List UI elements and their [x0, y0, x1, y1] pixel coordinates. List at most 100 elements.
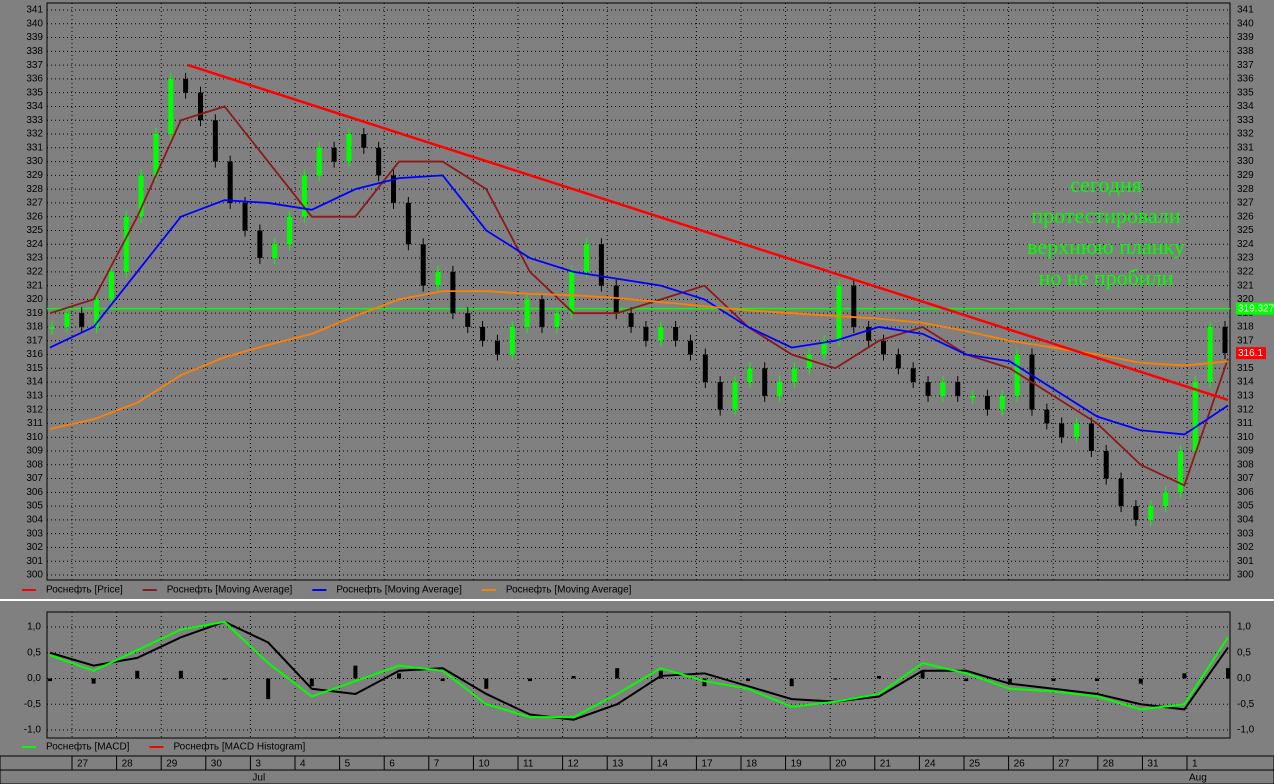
y-tick-label-right: 300 — [1237, 570, 1254, 581]
candle — [242, 202, 248, 231]
candle — [168, 78, 174, 135]
macd-histogram-bar — [309, 678, 314, 687]
legend-label: Роснефть [Moving Average] — [506, 584, 632, 596]
candle — [524, 299, 530, 327]
annotation: верхнюю планку — [1027, 234, 1185, 259]
candle — [64, 313, 70, 327]
month-label: Jul — [252, 773, 265, 784]
annotation: но не пробили — [1039, 265, 1174, 290]
y-tick-label: 301 — [26, 556, 43, 567]
trendline — [187, 63, 1229, 402]
candle — [494, 340, 500, 355]
candle — [450, 271, 456, 314]
y-tick-label: 306 — [26, 487, 43, 498]
candle — [806, 354, 812, 369]
macd-histogram-bar — [746, 678, 751, 682]
y-tick-label: 304 — [26, 515, 43, 526]
candle — [1207, 326, 1213, 383]
candle — [717, 382, 723, 410]
date-label: 27 — [1058, 759, 1070, 770]
y-tick-label: 323 — [26, 253, 43, 264]
candle — [391, 175, 397, 203]
moving-average — [49, 105, 1229, 487]
y-tick-label: 322 — [26, 266, 43, 277]
moving-average — [49, 174, 1229, 436]
y-tick-label-right: 328 — [1237, 184, 1254, 195]
y-tick-label: 314 — [26, 377, 43, 388]
candle — [1118, 478, 1124, 507]
macd-histogram-bar — [222, 678, 227, 680]
y-tick-label-right: 324 — [1237, 239, 1254, 250]
macd-tick-label: -0,5 — [24, 699, 42, 710]
date-label: 29 — [166, 759, 178, 770]
legend-label: Роснефть [Price] — [46, 584, 123, 596]
legend-label: Роснефть [Moving Average] — [167, 584, 293, 596]
candle — [227, 161, 233, 203]
y-tick-label: 320 — [26, 294, 43, 305]
y-tick-label: 328 — [26, 184, 43, 195]
candle — [762, 368, 768, 396]
date-label: 31 — [1147, 759, 1159, 770]
y-tick-label-right: 327 — [1237, 198, 1254, 209]
date-label: 21 — [880, 759, 892, 770]
macd-histogram-bar — [920, 670, 925, 679]
candle — [123, 216, 129, 272]
date-label: 26 — [1014, 759, 1026, 770]
candle — [910, 368, 916, 383]
candle — [584, 244, 590, 272]
candle — [153, 134, 159, 176]
candle — [643, 326, 649, 341]
date-label: 13 — [612, 759, 624, 770]
candle — [1059, 423, 1065, 438]
y-tick-label-right: 317 — [1237, 335, 1254, 346]
macd-line — [49, 620, 1229, 719]
macd-histogram-bar — [1051, 678, 1056, 682]
macd-tick-label: 1,0 — [27, 622, 41, 633]
candle — [183, 78, 189, 93]
macd-histogram-bar — [833, 678, 838, 680]
date-label: 28 — [122, 759, 134, 770]
y-tick-label-right: 336 — [1237, 74, 1254, 85]
y-tick-label-right: 318 — [1237, 322, 1254, 333]
date-label: 1 — [1192, 759, 1198, 770]
macd-histogram-bar — [615, 668, 620, 679]
candle — [272, 244, 278, 259]
candle — [895, 354, 901, 369]
macd-tick-label-right: 0,0 — [1237, 673, 1251, 684]
y-tick-label: 300 — [26, 570, 43, 581]
candle — [1177, 450, 1183, 493]
y-tick-label: 319 — [26, 308, 43, 319]
month-label: Aug — [1189, 773, 1207, 784]
candle — [732, 382, 738, 410]
macd-histogram-bar — [702, 678, 707, 687]
date-label: 4 — [300, 759, 306, 770]
candle — [405, 202, 411, 245]
candle — [1044, 409, 1050, 424]
date-label: 20 — [835, 759, 847, 770]
macd-tick-label: 0,5 — [27, 647, 41, 658]
macd-tick-label: -1,0 — [24, 725, 42, 736]
candle — [777, 382, 783, 396]
legend-label: Роснефть [MACD] — [46, 741, 130, 753]
candle — [316, 147, 322, 176]
y-tick-label: 318 — [26, 322, 43, 333]
y-tick-label-right: 321 — [1237, 280, 1254, 291]
y-tick-label-right: 338 — [1237, 46, 1254, 57]
macd-histogram-bar — [571, 675, 576, 679]
macd-histogram-bar — [658, 670, 663, 679]
y-tick-label: 305 — [26, 501, 43, 512]
date-label: 27 — [77, 759, 89, 770]
y-tick-label: 326 — [26, 211, 43, 222]
candle — [880, 340, 886, 355]
date-label: 14 — [657, 759, 669, 770]
candle — [554, 313, 560, 327]
last-box — [1236, 347, 1266, 360]
candle — [361, 134, 367, 148]
y-tick-label: 332 — [26, 129, 43, 140]
candle — [287, 216, 293, 245]
y-tick-label-right: 302 — [1237, 542, 1254, 553]
candle — [1163, 492, 1169, 507]
y-tick-label: 338 — [26, 46, 43, 57]
level-box — [1236, 302, 1274, 315]
y-tick-label-right: 329 — [1237, 170, 1254, 181]
